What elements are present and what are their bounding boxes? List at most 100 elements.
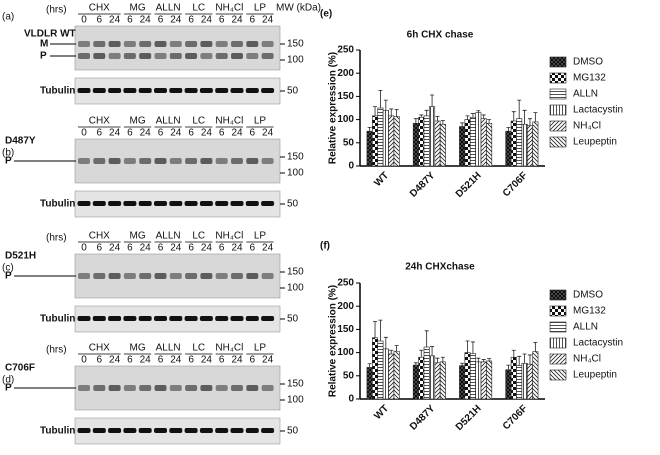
error-bar xyxy=(389,349,394,354)
band xyxy=(139,41,152,47)
loading-band xyxy=(108,88,122,93)
legend-swatch xyxy=(549,337,567,349)
band xyxy=(215,53,228,59)
loading-label: Tubulin xyxy=(40,314,75,325)
y-axis-label: Relative expression (%) xyxy=(328,52,339,164)
loading-band xyxy=(138,88,152,93)
legend-swatch xyxy=(549,120,567,132)
error-bar xyxy=(383,99,388,111)
error-bar xyxy=(435,357,440,363)
x-tick-label: D487Y xyxy=(408,403,438,433)
bar xyxy=(423,115,430,167)
band xyxy=(185,41,198,47)
error-bar xyxy=(440,356,445,362)
bar xyxy=(486,360,493,400)
y-tick-label: 0 xyxy=(348,161,354,172)
bar xyxy=(366,367,373,400)
legend-swatch xyxy=(549,104,567,116)
time-label: 0 xyxy=(81,243,87,254)
bar xyxy=(388,115,395,167)
loading-band xyxy=(92,201,106,206)
mw-label: 50 xyxy=(287,426,299,437)
band xyxy=(154,41,167,47)
band xyxy=(169,41,182,47)
band xyxy=(215,158,228,164)
band xyxy=(139,273,152,279)
band xyxy=(246,385,259,391)
time-label: 24 xyxy=(201,243,213,254)
panel-label: (c) xyxy=(2,263,14,274)
x-tick-label: C706F xyxy=(501,403,530,432)
time-label: 0 xyxy=(81,355,87,366)
time-label: 24 xyxy=(140,243,152,254)
band xyxy=(215,273,228,279)
time-label: 6 xyxy=(127,128,133,139)
error-bar xyxy=(440,120,445,125)
band xyxy=(185,385,198,391)
bar xyxy=(393,116,400,167)
time-label: 6 xyxy=(97,15,103,26)
legend-label: NH₄Cl xyxy=(573,121,601,132)
legend-label: Lactacystin xyxy=(573,338,623,349)
group-label: NH₄Cl xyxy=(215,3,243,14)
time-label: 24 xyxy=(231,355,243,366)
bar xyxy=(434,120,441,167)
time-label: 6 xyxy=(250,355,256,366)
error-bar xyxy=(413,118,418,124)
loading-band xyxy=(261,316,275,321)
time-label: 6 xyxy=(188,243,194,254)
band xyxy=(78,385,90,391)
band xyxy=(200,41,213,47)
band xyxy=(231,158,243,164)
loading-band xyxy=(138,201,152,206)
loading-band xyxy=(108,201,122,206)
bar xyxy=(382,110,389,167)
error-bar xyxy=(517,99,522,119)
loading-band xyxy=(92,428,106,433)
group-label: CHX xyxy=(89,343,110,354)
bar xyxy=(516,118,523,167)
loading-band xyxy=(184,88,198,93)
y-axis-label: Relative expression (%) xyxy=(328,285,339,397)
legend-swatch xyxy=(549,305,567,317)
error-bar xyxy=(424,109,429,116)
loading-band xyxy=(123,316,137,321)
time-label: 24 xyxy=(140,15,152,26)
loading-band xyxy=(245,88,259,93)
bar xyxy=(439,123,446,167)
time-label: 24 xyxy=(109,15,121,26)
band xyxy=(123,385,136,391)
time-label: 24 xyxy=(170,355,182,366)
legend-label: Leupeptin xyxy=(573,370,617,381)
chart-title: 24h CHXchase xyxy=(405,262,475,273)
time-label: 6 xyxy=(127,355,133,366)
error-bar xyxy=(481,359,486,362)
error-bar xyxy=(527,354,532,365)
band xyxy=(185,53,198,59)
band xyxy=(154,53,167,59)
y-tick-label: 250 xyxy=(337,278,354,289)
hours-label: (hrs) xyxy=(46,5,67,16)
legend-label: NH₄Cl xyxy=(573,354,601,365)
time-label: 24 xyxy=(262,15,274,26)
group-label: MG xyxy=(129,231,145,242)
time-label: 6 xyxy=(219,355,225,366)
time-label: 24 xyxy=(109,355,121,366)
mw-label: 100 xyxy=(287,395,304,406)
y-tick-label: 150 xyxy=(337,91,354,102)
legend-label: MG132 xyxy=(573,73,606,84)
group-label: MG xyxy=(129,343,145,354)
panel-label: (f) xyxy=(320,241,330,252)
error-bar xyxy=(430,346,435,356)
band xyxy=(154,273,167,279)
x-tick-label: D521H xyxy=(454,170,484,200)
time-label: 24 xyxy=(140,128,152,139)
mw-label: 150 xyxy=(287,39,304,50)
time-label: 24 xyxy=(170,243,182,254)
error-bar xyxy=(470,341,475,354)
loading-band xyxy=(154,201,167,206)
bar xyxy=(475,112,482,167)
bar xyxy=(505,130,512,167)
x-tick-label: C706F xyxy=(501,170,530,199)
